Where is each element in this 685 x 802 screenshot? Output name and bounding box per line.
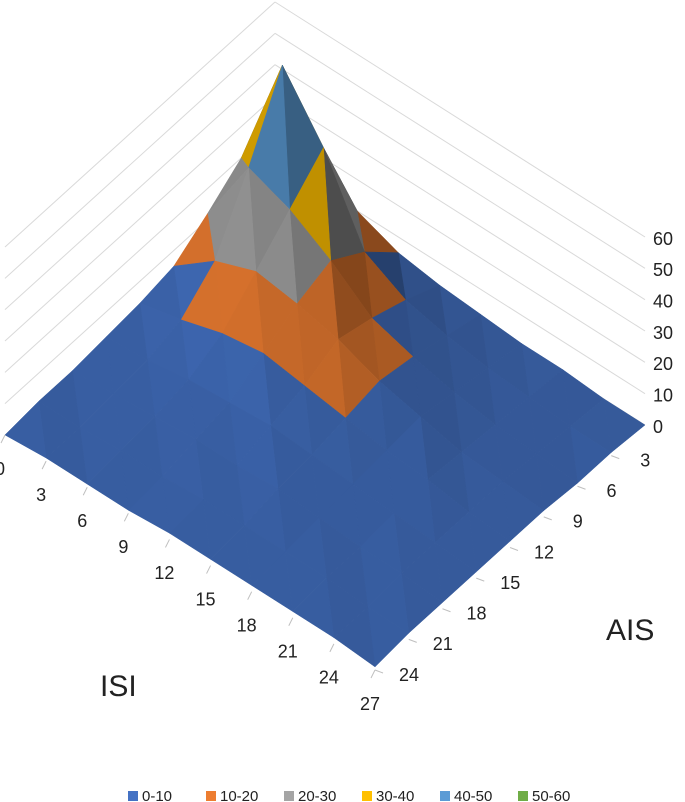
legend-swatch [362,791,372,801]
grid-line [274,64,646,301]
y-tick-label: 24 [399,665,419,685]
surface-facet [173,212,216,267]
x-tick [0,434,6,444]
legend-label: 0-10 [142,788,172,802]
z-tick-label: 0 [653,417,663,437]
x-tick [82,486,88,496]
surface-facet [169,498,211,560]
legend-swatch [518,791,528,801]
x-tick [288,617,294,627]
x-tick-label: 15 [196,589,216,609]
legend-swatch [440,791,450,801]
y-tick-label: 18 [466,604,486,624]
x-tick-label: 6 [77,511,87,531]
z-tick-label: 20 [653,354,673,374]
x-tick [123,513,129,522]
y-tick [509,547,519,551]
y-tick [374,669,384,674]
legend-swatch [206,791,216,801]
surface-facet [45,426,88,485]
grid-line [4,1,276,248]
x-tick-label: 24 [319,668,339,688]
x-tick [164,539,170,548]
y-tick-label: 6 [606,481,616,501]
surface-facet [251,551,294,613]
surface-facet [292,577,335,639]
grid-line [274,95,646,332]
surface-facet [86,449,129,511]
x-tick-label: 9 [118,537,128,557]
y-tick [408,638,417,643]
x-tick-label: 27 [360,694,380,714]
y-tick-label: 21 [433,634,453,654]
x-tick [329,643,335,653]
x-tick-label: 21 [278,642,298,662]
z-tick-label: 30 [653,323,673,343]
surface-facet [210,524,252,586]
y-tick-label: 15 [500,573,520,593]
x-tick-label: 0 [0,459,5,479]
y-tick-label: 9 [573,512,583,532]
z-tick-label: 10 [653,385,673,405]
y-axis-title: AIS [606,614,654,647]
z-tick-label: 50 [653,260,673,280]
legend-label: 50-60 [532,788,570,802]
x-tick-label: 12 [154,563,174,583]
legend-swatch [128,791,138,801]
z-tick-label: 40 [653,291,673,311]
grid-line [4,126,276,373]
x-tick [41,460,47,470]
grid-line [274,1,646,238]
z-tick-label: 60 [653,229,673,249]
legend-label: 20-30 [298,788,336,802]
x-tick [206,565,212,574]
grid-line [274,32,646,269]
grid-line [274,126,646,363]
grid-line [4,64,276,311]
legend-swatch [284,791,294,801]
grid-line [4,32,276,279]
y-tick [476,577,485,582]
legend-label: 10-20 [220,788,258,802]
y-tick [611,455,620,460]
surface-facet [333,606,376,668]
legend-label: 30-40 [376,788,414,802]
x-axis-title: ISI [100,670,137,703]
y-tick-label: 12 [534,542,554,562]
legend-label: 40-50 [454,788,492,802]
surface-facet [127,475,170,534]
y-tick-label: 3 [640,450,650,470]
x-tick [370,669,376,679]
grid-line [4,95,276,342]
x-tick [247,591,253,600]
x-tick-label: 3 [36,485,46,505]
x-tick-label: 18 [237,615,257,635]
y-tick [543,516,552,521]
y-tick [577,485,586,490]
surface-facet [4,400,47,459]
y-tick [442,608,451,613]
